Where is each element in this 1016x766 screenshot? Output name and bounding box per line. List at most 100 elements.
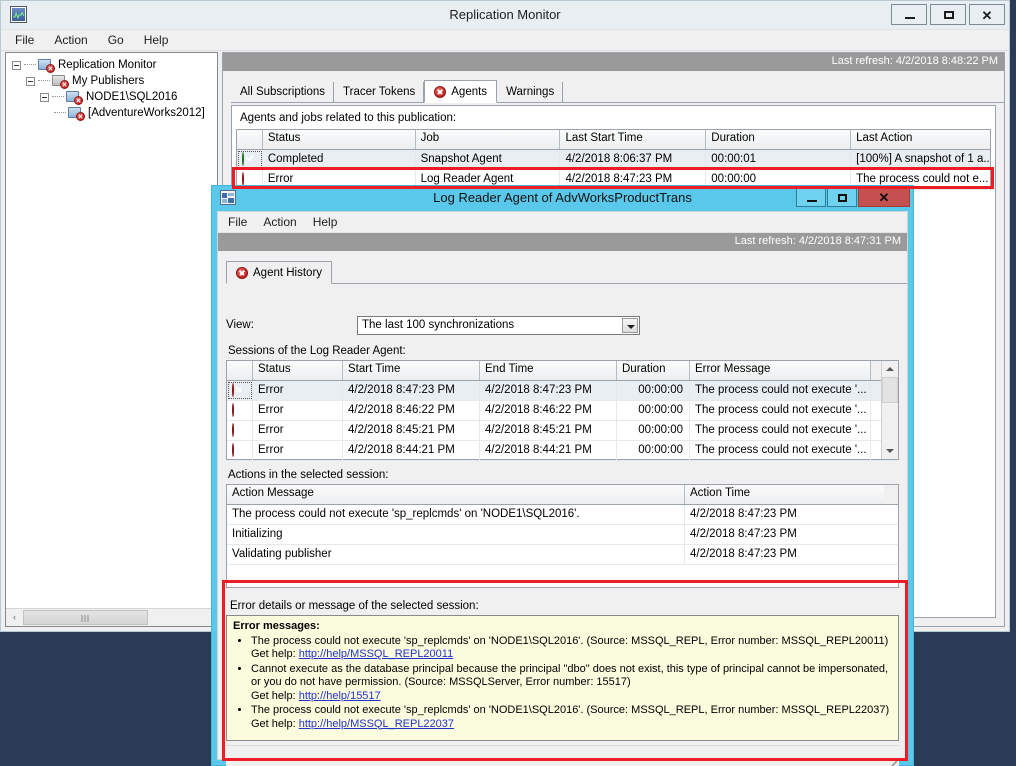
tab-agents[interactable]: Agents xyxy=(424,80,498,103)
help-link[interactable]: http://help/MSSQL_REPL22037 xyxy=(298,717,455,730)
main-window-controls: ✕ xyxy=(888,4,1005,25)
expander-minus-icon[interactable] xyxy=(40,92,49,102)
tree-connector xyxy=(52,96,64,98)
navigation-tree[interactable]: Replication Monitor My Publishers xyxy=(6,53,217,608)
dialog-statusbar xyxy=(226,745,899,766)
tree-item-label: My Publishers xyxy=(72,75,145,87)
close-button[interactable]: ✕ xyxy=(969,4,1005,25)
tab-label: Tracer Tokens xyxy=(343,86,416,98)
col-status-icon[interactable] xyxy=(227,361,253,380)
resize-grip[interactable] xyxy=(885,761,897,766)
sessions-table[interactable]: Status Start Time End Time Duration Erro… xyxy=(226,360,899,461)
error-details-box[interactable]: Error messages: The process could not ex… xyxy=(226,615,899,741)
tab-all-subscriptions[interactable]: All Subscriptions xyxy=(231,82,335,102)
dialog-menubar: File Action Help xyxy=(218,212,907,233)
menu-help[interactable]: Help xyxy=(143,33,169,47)
main-titlebar[interactable]: Replication Monitor ✕ xyxy=(1,1,1009,30)
last-refresh-bar: Last refresh: 4/2/2018 8:48:22 PM xyxy=(223,53,1004,71)
tab-label: Agent History xyxy=(253,266,323,279)
error-details-label: Error details or message of the selected… xyxy=(230,600,479,612)
scrollbar-thumb[interactable] xyxy=(882,377,898,403)
tab-label: Agents xyxy=(451,85,488,98)
maximize-button[interactable] xyxy=(930,4,966,25)
table-row[interactable]: Validating publisher 4/2/2018 8:47:23 PM xyxy=(227,545,898,565)
tab-agent-history[interactable]: Agent History xyxy=(226,261,333,284)
tab-warnings[interactable]: Warnings xyxy=(497,82,564,102)
dialog-menu-file[interactable]: File xyxy=(228,215,248,229)
table-row[interactable]: Completed Snapshot Agent 4/2/2018 8:06:3… xyxy=(237,150,990,170)
sessions-vertical-scrollbar[interactable] xyxy=(881,361,898,459)
table-row[interactable]: Initializing 4/2/2018 8:47:23 PM xyxy=(227,525,898,545)
col-error-message[interactable]: Error Message xyxy=(690,361,871,380)
cell-duration: 00:00:00 xyxy=(617,381,690,400)
cell-status: Error xyxy=(253,421,343,440)
tree-item-node1-sql2016[interactable]: NODE1\SQL2016 xyxy=(8,89,215,105)
menu-file[interactable]: File xyxy=(15,33,35,47)
help-link[interactable]: http://help/MSSQL_REPL20011 xyxy=(298,648,454,660)
table-row[interactable]: Error 4/2/2018 8:45:21 PM 4/2/2018 8:45:… xyxy=(227,421,898,441)
dialog-menu-action[interactable]: Action xyxy=(263,215,297,229)
col-duration[interactable]: Duration xyxy=(706,130,852,149)
error-message-text: The process could not execute 'sp_replcm… xyxy=(251,634,889,647)
row-status-icon-cell xyxy=(227,381,253,400)
tree-item-label: NODE1\SQL2016 xyxy=(86,91,178,103)
scrollbar-track[interactable] xyxy=(882,377,898,443)
tree-horizontal-scrollbar[interactable]: ‹ xyxy=(6,608,217,626)
agent-dialog-icon xyxy=(220,190,236,205)
publication-icon xyxy=(68,106,85,121)
success-icon xyxy=(242,152,244,166)
menu-go[interactable]: Go xyxy=(107,33,124,47)
expander-minus-icon[interactable] xyxy=(26,76,35,86)
agents-table[interactable]: Status Job Last Start Time Duration Last… xyxy=(236,129,991,190)
tree-item-my-publishers[interactable]: My Publishers xyxy=(8,73,215,89)
table-row[interactable]: Error 4/2/2018 8:46:22 PM 4/2/2018 8:46:… xyxy=(227,401,898,421)
tree-connector xyxy=(54,112,66,114)
chevron-down-icon[interactable] xyxy=(622,317,638,333)
replication-monitor-node-icon xyxy=(38,58,55,73)
table-row[interactable]: Error 4/2/2018 8:44:21 PM 4/2/2018 8:44:… xyxy=(227,441,898,461)
last-refresh-text: Last refresh: 4/2/2018 8:48:22 PM xyxy=(831,55,998,67)
table-row[interactable]: Error 4/2/2018 8:47:23 PM 4/2/2018 8:47:… xyxy=(227,381,898,401)
col-duration[interactable]: Duration xyxy=(617,361,690,380)
scrollbar-thumb[interactable] xyxy=(23,610,148,625)
tree-connector xyxy=(24,64,36,66)
actions-table[interactable]: Action Message Action Time The process c… xyxy=(226,484,899,588)
list-item: The process could not execute 'sp_replcm… xyxy=(251,704,892,731)
main-window-title: Replication Monitor xyxy=(449,7,561,22)
dialog-last-refresh-bar: Last refresh: 4/2/2018 8:47:31 PM xyxy=(218,233,907,251)
col-status[interactable]: Status xyxy=(253,361,343,380)
view-select[interactable]: The last 100 synchronizations xyxy=(357,315,640,335)
minimize-button[interactable] xyxy=(891,4,927,25)
col-end-time[interactable]: End Time xyxy=(480,361,617,380)
col-start-time[interactable]: Start Time xyxy=(343,361,480,380)
dialog-minimize-button[interactable] xyxy=(796,188,826,207)
table-row[interactable]: The process could not execute 'sp_replcm… xyxy=(227,505,898,525)
tree-item-replication-monitor[interactable]: Replication Monitor xyxy=(8,57,215,73)
row-status-icon-cell xyxy=(237,150,263,169)
col-status[interactable]: Status xyxy=(262,130,416,149)
col-last-start-time[interactable]: Last Start Time xyxy=(560,130,707,149)
scroll-up-icon[interactable] xyxy=(882,361,898,377)
help-link[interactable]: http://help/15517 xyxy=(298,689,381,702)
scroll-left-icon[interactable]: ‹ xyxy=(6,609,23,626)
tab-tracer-tokens[interactable]: Tracer Tokens xyxy=(334,82,425,102)
dialog-close-button[interactable]: ✕ xyxy=(858,188,910,207)
view-row: View: The last 100 synchronizations xyxy=(226,314,899,336)
col-action-time[interactable]: Action Time xyxy=(685,485,884,504)
dialog-titlebar[interactable]: Log Reader Agent of AdvWorksProductTrans… xyxy=(212,186,913,211)
cell-last-start-time: 4/2/2018 8:06:37 PM xyxy=(560,150,707,169)
col-last-action[interactable]: Last Action xyxy=(851,130,990,149)
cell-error-message: The process could not execute '... xyxy=(690,421,871,440)
dialog-maximize-button[interactable] xyxy=(827,188,857,207)
get-help-label: Get help: xyxy=(251,689,299,702)
cell-status: Completed xyxy=(263,150,416,169)
tree-item-adventureworks2012[interactable]: [AdventureWorks2012] xyxy=(8,105,215,121)
menu-action[interactable]: Action xyxy=(54,33,88,47)
col-job[interactable]: Job xyxy=(415,130,561,149)
expander-minus-icon[interactable] xyxy=(12,60,21,70)
col-action-message[interactable]: Action Message xyxy=(227,485,685,504)
error-icon xyxy=(232,383,234,397)
col-status-icon[interactable] xyxy=(237,130,263,149)
dialog-menu-help[interactable]: Help xyxy=(312,215,338,229)
scroll-down-icon[interactable] xyxy=(882,443,898,459)
